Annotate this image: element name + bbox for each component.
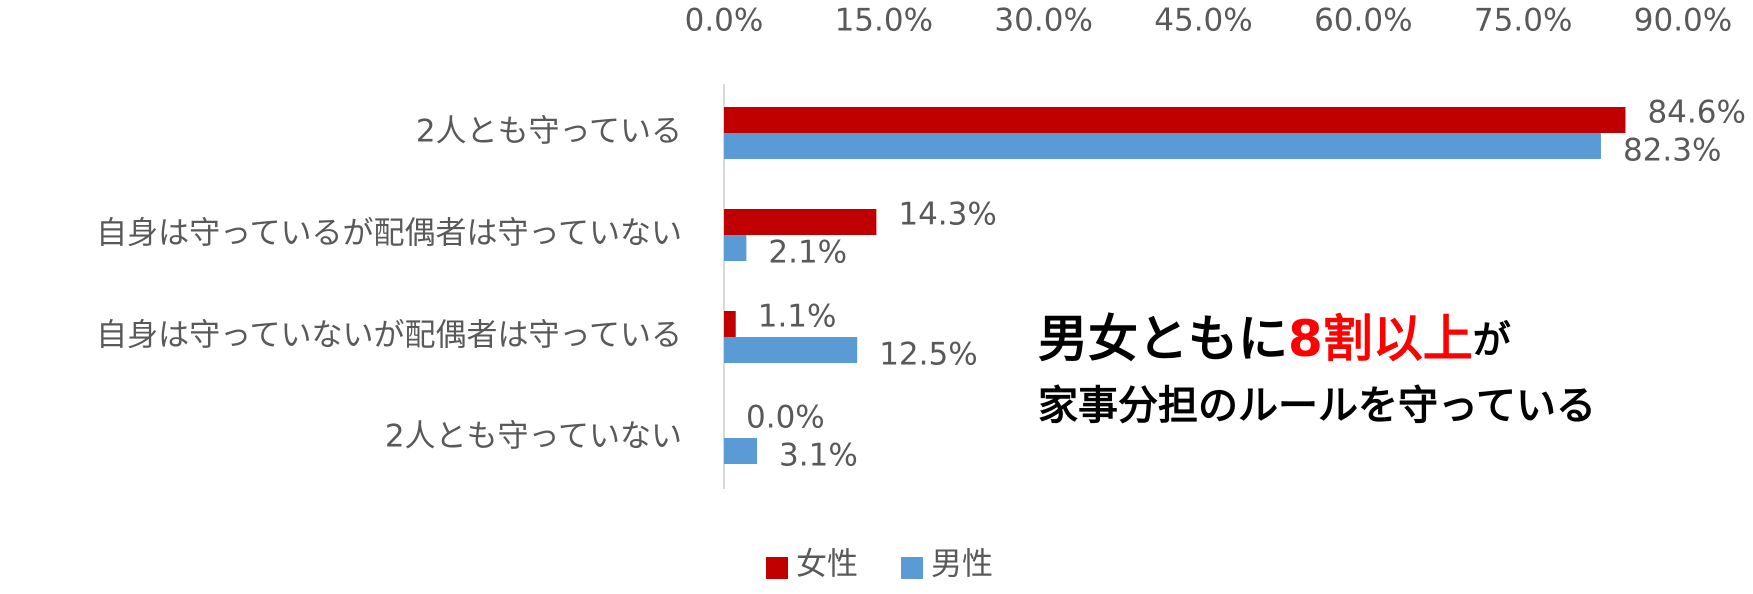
data-label: 12.5% xyxy=(879,337,977,373)
x-tick-label: 0.0% xyxy=(685,3,764,39)
bar xyxy=(724,107,1626,133)
legend-swatch xyxy=(901,557,923,579)
annotation: 男女ともに8割以上が xyxy=(1038,310,1511,368)
data-label: 1.1% xyxy=(758,299,837,335)
legend-swatch xyxy=(766,557,788,579)
x-tick-label: 75.0% xyxy=(1474,3,1572,39)
bar xyxy=(724,235,747,261)
annotation: 家事分担のルールを守っている xyxy=(1038,383,1596,429)
bar xyxy=(724,337,858,363)
category-label: 2人とも守っていない xyxy=(385,419,682,455)
legend-label: 女性 xyxy=(796,547,858,583)
data-label: 2.1% xyxy=(768,235,847,271)
category-label: 自身は守っているが配偶者は守っていない xyxy=(96,216,682,252)
bar xyxy=(724,209,877,235)
category-label: 自身は守っていないが配偶者は守っている xyxy=(96,318,682,354)
bar xyxy=(724,438,758,464)
category-label: 2人とも守っている xyxy=(416,114,682,150)
annotation-part: 男女ともに xyxy=(1038,310,1288,368)
x-tick-label: 30.0% xyxy=(994,3,1092,39)
annotation-part: 8割以上 xyxy=(1288,310,1473,368)
x-tick-label: 90.0% xyxy=(1634,3,1732,39)
data-label: 84.6% xyxy=(1647,95,1745,131)
bar xyxy=(724,133,1601,159)
legend-label: 男性 xyxy=(931,547,993,583)
data-label: 3.1% xyxy=(779,438,858,474)
bar xyxy=(724,311,736,337)
x-tick-label: 15.0% xyxy=(835,3,933,39)
data-label: 82.3% xyxy=(1623,133,1721,169)
data-label: 0.0% xyxy=(746,400,825,436)
annotation-part: が xyxy=(1473,318,1511,362)
data-label: 14.3% xyxy=(898,197,996,233)
x-tick-label: 45.0% xyxy=(1154,3,1252,39)
x-tick-label: 60.0% xyxy=(1314,3,1412,39)
